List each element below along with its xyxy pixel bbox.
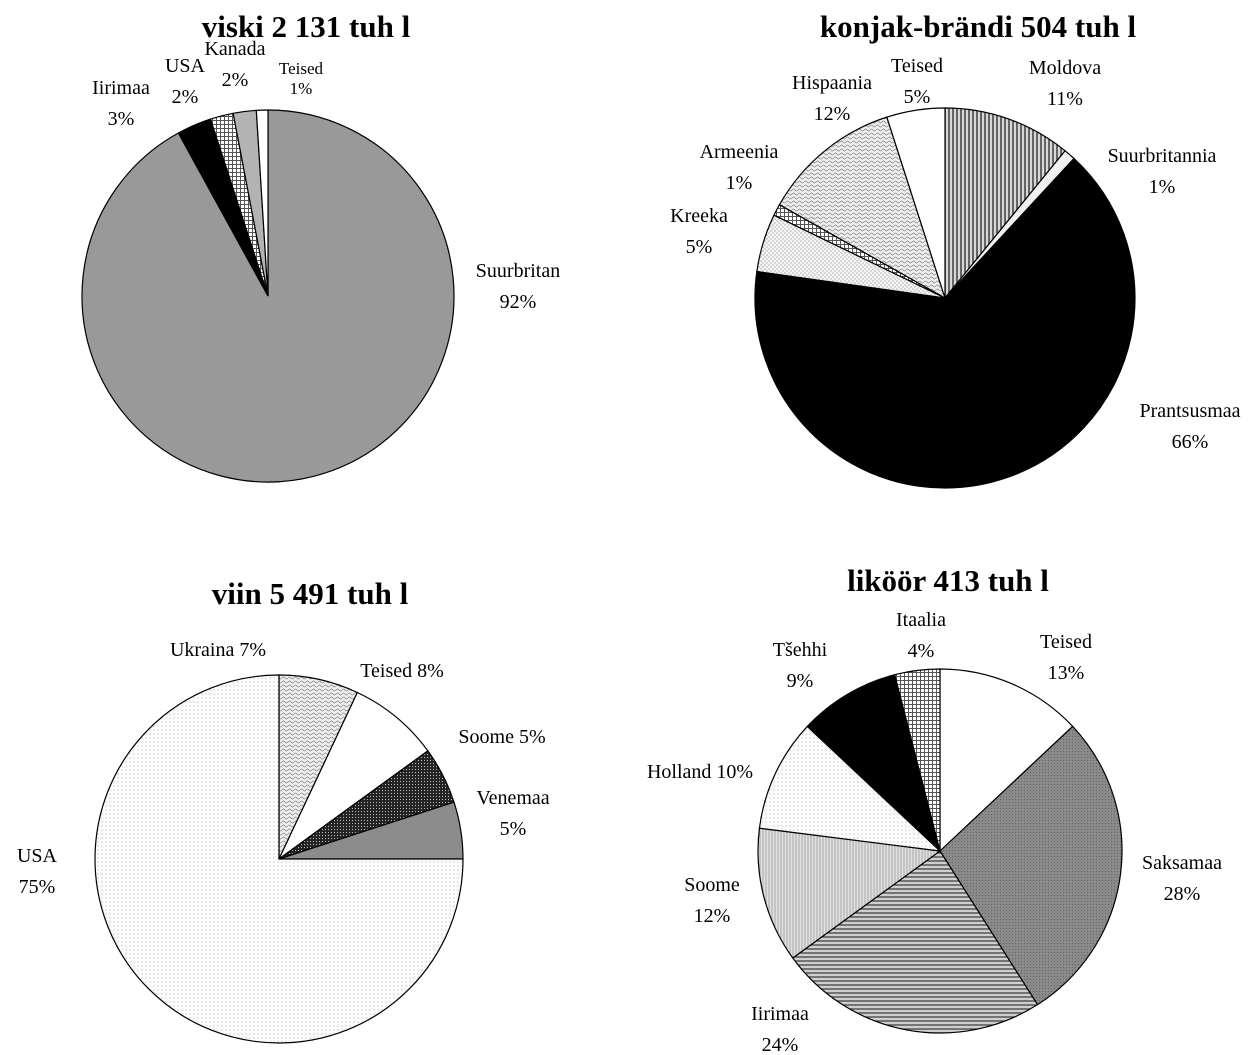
pie-slice	[939, 725, 1123, 1006]
pie-slices	[81, 109, 455, 483]
slice-label: Armeenia 1%	[700, 141, 779, 194]
slice-label-line: Ukraina 7%	[170, 639, 266, 661]
slice-label-line: 5%	[500, 818, 527, 840]
slice-label-line: Suurbritan	[476, 260, 560, 282]
slice-label-line: 3%	[108, 108, 135, 130]
slice-label-line: Venemaa	[476, 787, 549, 809]
slice-label-line: Itaalia	[896, 609, 946, 631]
slice-label: Teised 5%	[891, 55, 943, 108]
slice-labels: Ukraina 7% Teised 8% Soome 5% Venemaa 5% …	[17, 639, 550, 898]
slice-label: Soome 5%	[458, 726, 545, 748]
slice-label-line: Moldova	[1029, 57, 1101, 79]
slice-label-line: Teised	[1040, 631, 1092, 653]
chart-title: viski 2 131 tuh l	[202, 9, 411, 44]
pie-slice	[255, 109, 269, 297]
slice-label-line: 1%	[1149, 176, 1176, 198]
slice-label-line: Teised	[891, 55, 943, 77]
slice-label-line: Iirimaa	[751, 1003, 809, 1025]
pie-slice	[94, 674, 464, 1044]
slice-label-line: 9%	[787, 670, 814, 692]
pie-slices	[757, 668, 1123, 1034]
slice-label: Suurbritan 92%	[476, 260, 560, 313]
slice-label-line: Tšehhi	[773, 639, 828, 661]
pie-slice	[894, 668, 941, 852]
slice-label-line: 2%	[222, 69, 249, 91]
pie-slice	[806, 673, 942, 853]
slice-label-line: Hispaania	[792, 72, 872, 94]
slice-label-line: Soome 5%	[458, 726, 545, 748]
slice-label: Tšehhi 9%	[773, 639, 828, 692]
slice-label: Soome 12%	[684, 874, 740, 927]
slice-label-line: Soome	[684, 874, 740, 896]
slice-label: USA 2%	[165, 55, 206, 108]
chart-title: viin 5 491 tuh l	[212, 576, 409, 611]
slice-label-line: 11%	[1047, 88, 1083, 110]
slice-label-line: 5%	[904, 86, 931, 108]
slice-label-line: 66%	[1172, 431, 1209, 453]
slice-label: Venemaa 5%	[476, 787, 549, 840]
slice-label-line: 12%	[694, 905, 731, 927]
pie-chart-viski: viski 2 131 tuh l Suurbritan 92% Iirimaa 3…	[81, 9, 560, 483]
pie-slice	[758, 725, 942, 852]
slice-label: USA 75%	[17, 845, 58, 898]
slice-label: Suurbritannia 1%	[1108, 145, 1217, 198]
pie-slice	[278, 691, 429, 860]
slice-label-line: USA	[165, 55, 206, 77]
slice-label-line: Teised	[279, 59, 324, 78]
slice-label-line: Kreeka	[670, 205, 728, 227]
pie-slice	[757, 827, 942, 959]
slice-label: Teised 8%	[360, 660, 444, 682]
slice-label: Kreeka 5%	[670, 205, 728, 258]
slice-label-line: Kanada	[204, 38, 265, 60]
slice-label: Itaalia 4%	[896, 609, 946, 662]
slice-labels: Suurbritan 92% Iirimaa 3% USA 2% Kanada 2% T…	[92, 38, 560, 313]
slice-label: Iirimaa 24%	[751, 1003, 809, 1055]
slice-label: Teised 1%	[279, 59, 324, 98]
slice-label-line: 5%	[686, 236, 713, 258]
chart-title: liköör 413 tuh l	[847, 563, 1049, 598]
pie-slice	[778, 116, 947, 300]
slice-label: Holland 10%	[647, 761, 753, 783]
pie-chart-likoor: liköör 413 tuh l Teised 13% Saksamaa 28% I…	[647, 563, 1222, 1055]
slice-label-line: 4%	[908, 640, 935, 662]
pie-slice	[754, 157, 1136, 489]
slice-label-line: Suurbritannia	[1108, 145, 1217, 167]
pie-slice	[791, 850, 1039, 1034]
slice-label: Teised 13%	[1040, 631, 1092, 684]
slice-label: Ukraina 7%	[170, 639, 266, 661]
slice-label-line: USA	[17, 845, 58, 867]
slice-label-line: Iirimaa	[92, 77, 150, 99]
slice-label-line: 1%	[290, 79, 313, 98]
slice-labels: Moldova 11% Suurbritannia 1% Prantsusmaa 66…	[670, 55, 1241, 453]
pie-chart-viin: viin 5 491 tuh l Ukraina 7% Teised 8% So…	[17, 576, 550, 1044]
pie-slices	[754, 107, 1136, 489]
pie-slice	[886, 107, 946, 299]
slice-label-line: 75%	[19, 876, 56, 898]
slice-label: Saksamaa 28%	[1142, 852, 1222, 905]
pie-slice	[939, 668, 1074, 853]
slice-label-line: 28%	[1164, 883, 1201, 905]
slice-label: Moldova 11%	[1029, 57, 1101, 110]
slice-label-line: 92%	[500, 291, 537, 313]
slice-labels: Teised 13% Saksamaa 28% Iirimaa 24% Soome 12…	[647, 609, 1222, 1055]
slice-label-line: Holland 10%	[647, 761, 753, 783]
pie-slices	[94, 674, 464, 1044]
chart-title: konjak-brändi 504 tuh l	[820, 9, 1137, 44]
slice-label: Kanada 2%	[204, 38, 265, 91]
slice-label: Prantsusmaa 66%	[1139, 400, 1240, 453]
pie-chart-konjak-brandi: konjak-brändi 504 tuh l Moldova 11% Suurb…	[670, 9, 1241, 489]
slice-label-line: Prantsusmaa	[1139, 400, 1240, 422]
pie-slice	[944, 107, 1066, 300]
slice-label-line: 2%	[172, 86, 199, 108]
slice-label-line: Teised 8%	[360, 660, 444, 682]
slice-label: Iirimaa 3%	[92, 77, 150, 130]
slice-label-line: Armeenia	[700, 141, 779, 163]
slice-label: Hispaania 12%	[792, 72, 872, 125]
slice-label-line: 24%	[762, 1034, 799, 1055]
slice-label-line: 13%	[1048, 662, 1085, 684]
slice-label-line: 1%	[726, 172, 753, 194]
slice-label-line: Saksamaa	[1142, 852, 1222, 874]
slice-label-line: 12%	[814, 103, 851, 125]
